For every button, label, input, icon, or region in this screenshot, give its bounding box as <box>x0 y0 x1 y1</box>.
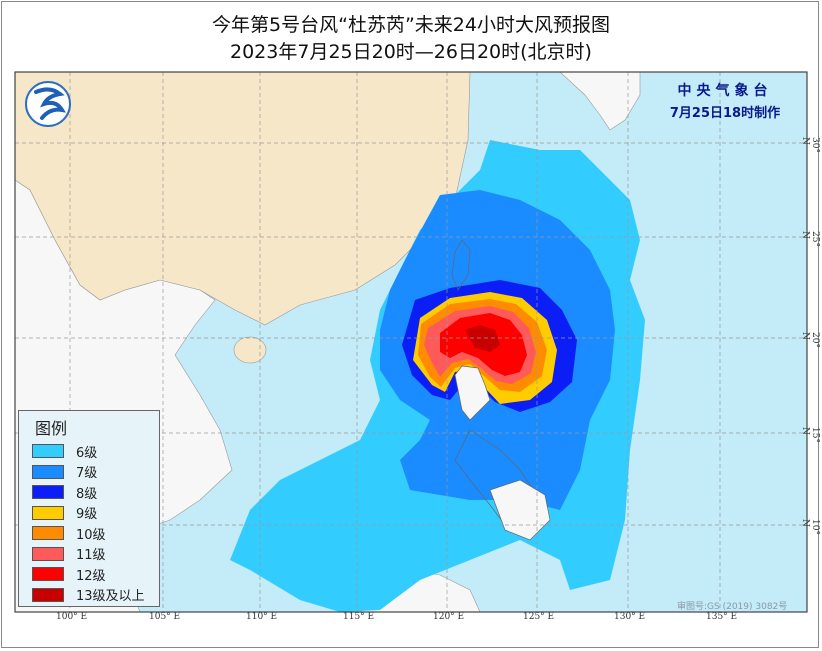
legend-item: 13级及以上 <box>32 585 159 606</box>
legend-title: 图例 <box>35 419 68 438</box>
agency-label: 中央气象台 7月25日18时制作 <box>655 80 795 121</box>
legend-swatch <box>32 464 64 479</box>
legend-item: 11级 <box>32 544 159 565</box>
longitude-label: 135° E <box>706 612 738 622</box>
longitude-label: 110° E <box>246 612 278 622</box>
latitude-label: 30° N <box>800 137 820 153</box>
latitude-label: 10° N <box>800 519 820 535</box>
map-title: 今年第5号台风“杜苏芮”未来24小时大风预报图 <box>212 14 610 36</box>
legend-item: 9级 <box>32 503 159 524</box>
legend-label: 8级 <box>76 486 98 502</box>
longitude-label: 100° E <box>56 612 88 622</box>
hainan-island <box>233 336 267 364</box>
legend-swatch <box>32 444 64 459</box>
legend-item: 6级 <box>32 441 159 462</box>
legend-item: 12级 <box>32 564 159 585</box>
legend-label: 9级 <box>76 507 98 523</box>
longitude-label: 105° E <box>149 612 181 622</box>
issue-time: 7月25日18时制作 <box>669 106 781 121</box>
latitude-label: 15° N <box>800 427 820 443</box>
wind-zone-13级及以上 <box>465 325 500 352</box>
latitude-label: 20° N <box>800 332 820 348</box>
approval-number: 审图号:GS (2019) 3082号 <box>677 602 788 612</box>
agency-name: 中央气象台 <box>677 83 773 99</box>
legend-swatch <box>32 567 64 582</box>
map-border <box>14 71 808 613</box>
latitude-label: 25° N <box>800 231 820 247</box>
legend-swatch <box>32 587 64 602</box>
taiwan-outline <box>451 239 471 291</box>
legend-label: 6级 <box>76 445 98 461</box>
legend-label: 13级及以上 <box>76 589 145 605</box>
legend-item: 7级 <box>32 462 159 483</box>
legend-label: 7级 <box>76 466 98 482</box>
cma-logo <box>25 81 71 127</box>
longitude-label: 125° E <box>523 612 555 622</box>
longitude-label: 120° E <box>433 612 465 622</box>
map-subtitle: 2023年7月25日20时—26日20时(北京时) <box>230 41 592 63</box>
legend-label: 12级 <box>76 568 106 584</box>
legend-item: 8级 <box>32 482 159 503</box>
legend-swatch <box>32 546 64 561</box>
longitude-label: 115° E <box>343 612 375 622</box>
legend-label: 11级 <box>76 548 106 564</box>
legend: 图例 6级 7级 8级 9级 10级 11级 12级 13级及以上 <box>18 410 160 607</box>
longitude-label: 130° E <box>614 612 646 622</box>
legend-swatch <box>32 505 64 520</box>
legend-item: 10级 <box>32 523 159 544</box>
legend-label: 10级 <box>76 527 106 543</box>
luzon-outline <box>454 365 491 421</box>
japan-land <box>559 72 641 131</box>
legend-swatch <box>32 485 64 500</box>
legend-swatch <box>32 526 64 541</box>
